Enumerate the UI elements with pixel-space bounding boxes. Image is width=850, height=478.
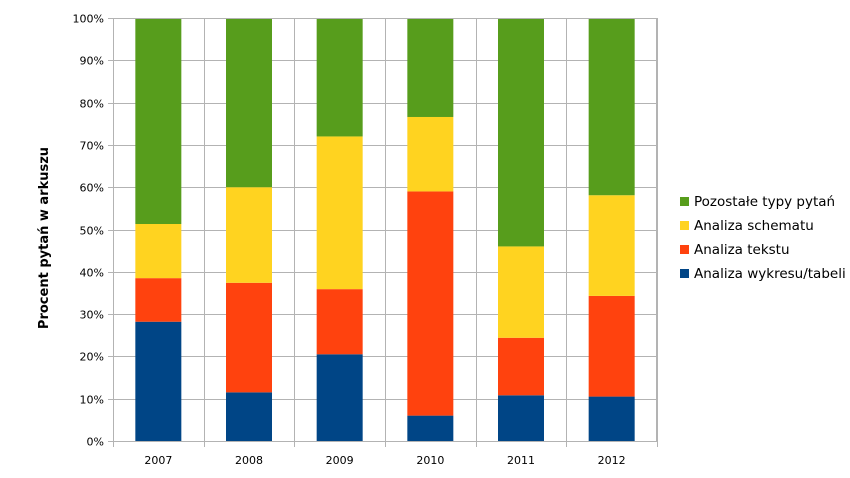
bar-segment-2008-1 bbox=[226, 282, 272, 393]
legend-label: Pozostałe typy pytań bbox=[694, 194, 835, 210]
legend-swatch bbox=[680, 197, 689, 206]
bar-segment-2007-2 bbox=[135, 224, 182, 279]
y-tick-label: 90% bbox=[80, 55, 104, 68]
bar-segment-2010-1 bbox=[407, 191, 454, 416]
grid-lines bbox=[108, 18, 658, 447]
legend-swatch bbox=[680, 269, 689, 278]
bar-segment-2008-3 bbox=[226, 18, 272, 188]
y-tick-label: 60% bbox=[80, 182, 104, 195]
y-tick-label: 30% bbox=[80, 309, 104, 322]
bar-segment-2007-1 bbox=[135, 278, 182, 322]
bar-segment-2011-3 bbox=[498, 18, 544, 247]
x-tick-label: 2010 bbox=[416, 454, 444, 467]
legend-label: Analiza tekstu bbox=[694, 242, 790, 258]
bar-segment-2010-0 bbox=[407, 415, 454, 441]
y-tick-labels: 0% 10% 20% 30% 40% 50% 60% 70% 80% 90% 100% bbox=[73, 13, 104, 449]
bar-segment-2008-0 bbox=[226, 392, 272, 441]
bar-segment-2009-2 bbox=[316, 136, 363, 290]
bar-segment-2012-2 bbox=[588, 195, 635, 296]
y-tick-label: 0% bbox=[87, 436, 104, 449]
bar-segment-2011-0 bbox=[498, 395, 544, 441]
y-tick-label: 10% bbox=[80, 394, 104, 407]
bar-segment-2009-0 bbox=[316, 354, 363, 441]
bar-segment-2007-0 bbox=[135, 321, 182, 441]
y-tick-label: 50% bbox=[80, 225, 104, 238]
x-tick-label: 2011 bbox=[507, 454, 535, 467]
x-tick-labels: 2007 2008 2009 2010 2011 2012 bbox=[144, 454, 625, 467]
bar-segment-2009-3 bbox=[316, 18, 363, 137]
bar-segment-2011-2 bbox=[498, 246, 544, 338]
legend-swatch bbox=[680, 221, 689, 230]
bar-stacks bbox=[135, 18, 635, 441]
y-tick-label: 20% bbox=[80, 351, 104, 364]
y-tick-label: 40% bbox=[80, 267, 104, 280]
bar-segment-2007-3 bbox=[135, 18, 182, 225]
bar-segment-2012-1 bbox=[588, 295, 635, 397]
y-tick-label: 70% bbox=[80, 140, 104, 153]
x-tick-label: 2009 bbox=[326, 454, 354, 467]
x-tick-label: 2008 bbox=[235, 454, 263, 467]
bar-segment-2009-1 bbox=[316, 289, 363, 355]
bar-segment-2010-2 bbox=[407, 116, 454, 192]
bar-segment-2010-3 bbox=[407, 18, 454, 117]
bar-segment-2012-0 bbox=[588, 396, 635, 441]
y-tick-label: 100% bbox=[73, 13, 104, 26]
legend: Pozostałe typy pytań Analiza schematu Anal… bbox=[680, 194, 846, 282]
bar-segment-2008-2 bbox=[226, 187, 272, 283]
x-tick-label: 2007 bbox=[144, 454, 172, 467]
axes bbox=[113, 18, 657, 442]
bar-segment-2011-1 bbox=[498, 337, 544, 396]
legend-label: Analiza wykresu/tabeli bbox=[694, 266, 846, 282]
legend-label: Analiza schematu bbox=[694, 218, 814, 234]
y-axis-title: Procent pytań w arkuszu bbox=[37, 147, 52, 329]
y-tick-label: 80% bbox=[80, 98, 104, 111]
bar-segment-2012-3 bbox=[588, 18, 635, 196]
plot-frame bbox=[113, 18, 657, 442]
x-tick-label: 2012 bbox=[598, 454, 626, 467]
legend-swatch bbox=[680, 245, 689, 254]
